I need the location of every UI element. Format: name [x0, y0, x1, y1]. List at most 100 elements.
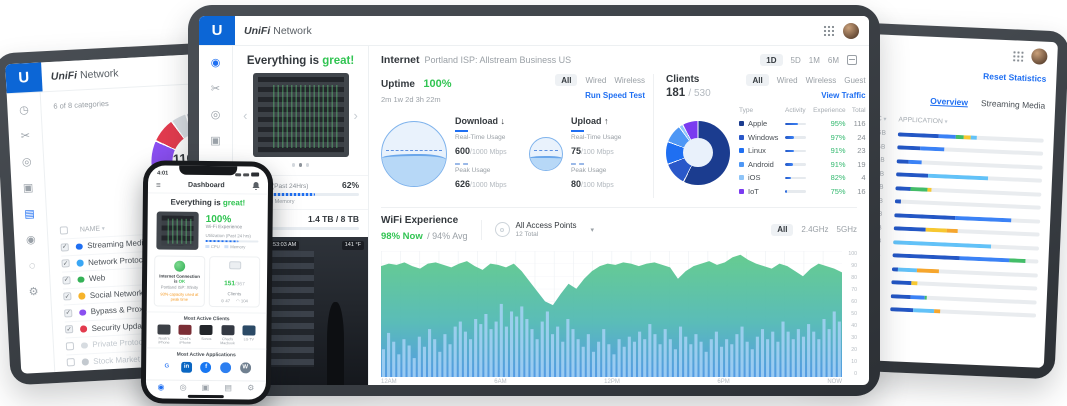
time-range-tab[interactable]: 6M — [827, 55, 839, 65]
main-screen: U UniFi Network ◉✂◎▣▤ Everything is grea… — [199, 16, 869, 385]
sidebar-icon[interactable]: ◌ — [28, 259, 36, 273]
internet-filter-tab[interactable]: Wireless — [614, 75, 645, 85]
client-type-color — [739, 121, 744, 127]
internet-connection-card[interactable]: Internet Connection is OK Portland ISP: … — [153, 255, 206, 307]
carousel-next-icon[interactable]: › — [353, 107, 358, 123]
clients-card[interactable]: 151/367 Clients ⊙ 47 ◠ 104 — [208, 256, 261, 308]
wifi-band-tab[interactable]: 5GHz — [836, 225, 857, 234]
upload-label: Upload ↑ — [571, 116, 609, 126]
category-checkbox[interactable] — [61, 259, 70, 268]
client-type-row[interactable]: IoT 75% 16 — [739, 185, 866, 199]
app-icon[interactable]: G — [161, 361, 173, 373]
column-header-type: Type — [739, 107, 754, 114]
category-checkbox[interactable] — [64, 308, 73, 318]
category-checkbox[interactable] — [60, 242, 69, 252]
internet-filter-tab[interactable]: All — [555, 74, 578, 86]
sidebar-icon[interactable]: ◷ — [18, 104, 30, 117]
apps-grid-icon[interactable] — [1012, 49, 1024, 62]
client-device-label: Chad's iPhone — [179, 336, 191, 345]
unifi-logo[interactable]: U — [5, 62, 43, 94]
time-range-tab[interactable]: 1M — [808, 55, 820, 65]
category-checkbox[interactable] — [66, 358, 76, 367]
client-type-row[interactable]: Windows 97% 24 — [739, 131, 866, 145]
category-checkbox[interactable] — [65, 341, 75, 351]
view-traffic-link[interactable]: View Traffic — [821, 91, 866, 100]
nav-icon[interactable]: ⚙ — [247, 383, 255, 393]
active-client-item[interactable]: Noah's iPhone — [154, 324, 173, 344]
nav-icon[interactable]: ◉ — [157, 382, 165, 392]
sidebar-icon[interactable]: ◉ — [25, 233, 36, 247]
app-icon[interactable]: f — [200, 361, 212, 373]
clients-label: Clients — [227, 291, 242, 297]
run-speed-test-link[interactable]: Run Speed Test — [585, 91, 645, 100]
category-checkbox[interactable] — [62, 275, 71, 285]
client-type-name: Android — [748, 159, 774, 169]
carousel-dot[interactable] — [291, 163, 296, 167]
sidebar-icon[interactable]: ◎ — [21, 156, 32, 169]
apps-grid-icon[interactable] — [823, 25, 834, 36]
time-range-tab[interactable]: 5D — [790, 55, 801, 65]
clients-filter-tabs: All Wired Wireless Guest — [746, 74, 866, 86]
app-icon[interactable]: in — [180, 361, 193, 373]
app-icon[interactable]: W — [239, 362, 251, 374]
client-type-row[interactable]: Linux 91% 23 — [739, 144, 866, 158]
y-axis-tick: 70 — [851, 287, 857, 293]
statistics-tab[interactable]: Streaming Media — [980, 97, 1046, 111]
phone-headline: Everything is great! — [147, 192, 268, 211]
bar-segment — [920, 146, 945, 152]
wifi-band-tab[interactable]: 2.4GHz — [801, 225, 829, 234]
clients-filter-tab[interactable]: Wireless — [805, 75, 837, 85]
sidebar-icon[interactable]: ⚙ — [28, 285, 39, 299]
active-client-item[interactable]: Chad's Macbook — [218, 325, 237, 345]
calendar-icon[interactable] — [847, 55, 857, 65]
category-checkbox[interactable] — [63, 292, 72, 301]
most-active-apps: G in f W — [146, 359, 266, 374]
sidebar-icon[interactable]: ✂ — [210, 83, 221, 95]
carousel-dot[interactable] — [305, 163, 310, 167]
client-device-label: Chad's Macbook — [220, 336, 235, 345]
active-client-item[interactable]: Sonos — [197, 324, 216, 345]
internet-filter-tab[interactable]: Wired — [585, 75, 607, 85]
sidebar-icon[interactable]: ▣ — [210, 135, 221, 147]
donut-hole — [683, 137, 713, 168]
phone-page-title: Dashboard — [188, 181, 225, 190]
active-client-item[interactable]: LG TV — [239, 325, 258, 345]
client-type-row[interactable]: iOS 82% 4 — [739, 171, 866, 185]
home-indicator[interactable] — [187, 394, 224, 399]
clients-filter-tab[interactable]: Wired — [776, 75, 798, 85]
sidebar-icon[interactable]: ◎ — [210, 109, 221, 121]
bar-segment — [913, 308, 935, 314]
statistics-tab[interactable]: Overview — [930, 95, 969, 108]
carousel-dot[interactable] — [298, 163, 303, 167]
carousel-prev-icon[interactable]: ‹ — [243, 107, 248, 123]
bar-segment — [890, 293, 912, 299]
x-axis-tick: 6AM — [494, 379, 507, 385]
nav-icon[interactable]: ▤ — [224, 383, 233, 393]
activity-bar-fill — [785, 176, 791, 179]
active-client-item[interactable]: Chad's iPhone — [176, 324, 195, 345]
unifi-logo[interactable]: U — [199, 16, 235, 45]
user-avatar[interactable] — [1031, 48, 1048, 65]
access-point-selector[interactable]: All Access Points 12 Total ▾ — [494, 221, 594, 238]
wifi-band-tab[interactable]: All — [771, 223, 794, 236]
clients-filter-tab[interactable]: Guest — [844, 75, 866, 85]
column-header-application[interactable]: APPLICATION — [898, 116, 947, 125]
nav-icon[interactable]: ▣ — [201, 382, 210, 393]
sidebar-icon[interactable]: ▤ — [23, 207, 36, 221]
client-type-row[interactable]: Android 91% 19 — [739, 158, 866, 172]
y-axis-tick: 40 — [851, 323, 857, 329]
sidebar-icon[interactable]: ▣ — [22, 181, 34, 195]
clients-filter-tab[interactable]: All — [746, 74, 769, 86]
internet-subtitle: Portland ISP: Allstream Business US — [424, 55, 572, 65]
time-range-tab[interactable]: 1D — [760, 54, 783, 66]
user-avatar[interactable] — [843, 22, 859, 39]
bell-icon[interactable] — [252, 181, 260, 191]
sidebar-icon[interactable]: ✂ — [20, 130, 31, 143]
app-icon[interactable] — [220, 361, 232, 374]
column-header-total: Total — [851, 107, 866, 114]
select-all-checkbox[interactable] — [59, 226, 69, 235]
client-type-row[interactable]: Apple 95% 116 — [739, 117, 866, 131]
category-checkbox[interactable] — [64, 325, 74, 334]
sidebar-icon[interactable]: ◉ — [210, 57, 221, 69]
nav-icon[interactable]: ◎ — [179, 382, 187, 392]
